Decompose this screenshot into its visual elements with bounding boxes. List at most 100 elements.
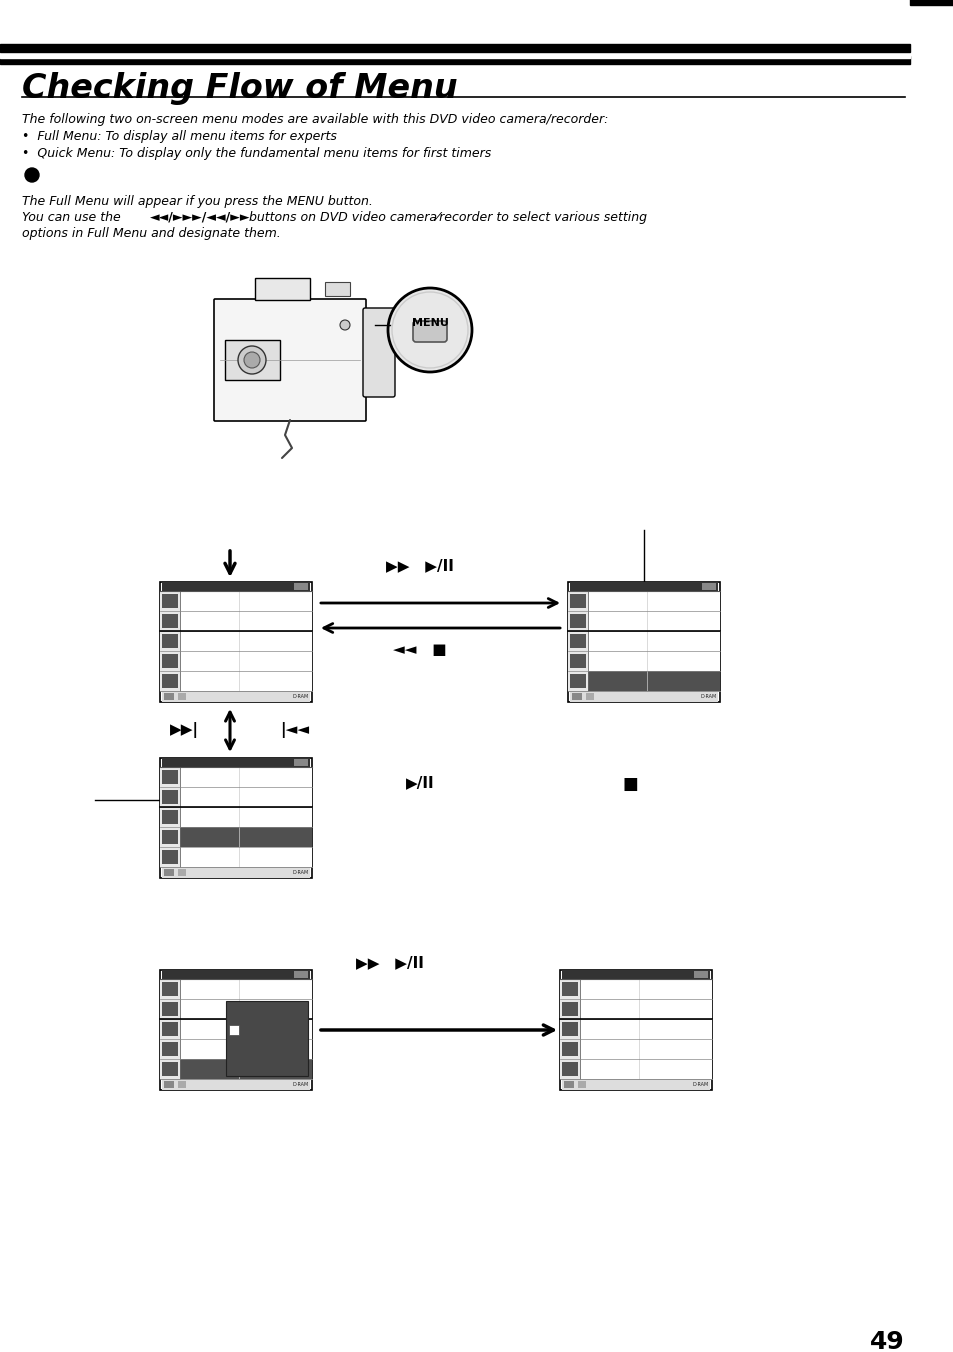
Bar	[567, 671, 587, 691]
Bar	[180, 652, 312, 671]
Bar	[569, 594, 585, 608]
Bar	[180, 999, 312, 1019]
Bar	[579, 979, 711, 999]
Bar	[160, 758, 312, 877]
Bar	[162, 1042, 178, 1056]
Bar	[559, 979, 579, 999]
Bar	[569, 675, 585, 688]
Bar	[180, 787, 312, 807]
Bar	[569, 691, 718, 702]
Bar	[567, 591, 587, 611]
Bar	[162, 758, 310, 767]
Text: ▶▶|: ▶▶|	[171, 722, 199, 738]
Bar	[162, 594, 178, 608]
Bar	[294, 758, 308, 767]
Bar	[561, 1002, 578, 1015]
Bar	[909, 0, 953, 5]
Bar	[160, 767, 180, 787]
Bar	[162, 982, 178, 996]
Bar	[162, 1002, 178, 1015]
Bar	[587, 591, 720, 611]
Bar	[294, 971, 308, 977]
Bar	[162, 830, 178, 844]
Bar	[579, 999, 711, 1019]
Bar	[162, 675, 178, 688]
Text: 49: 49	[869, 1330, 904, 1352]
Text: •  Full Menu: To display all menu items for experts: • Full Menu: To display all menu items f…	[22, 130, 336, 143]
Bar	[162, 1063, 178, 1076]
Bar	[162, 969, 310, 979]
Bar	[572, 694, 581, 700]
Bar	[578, 1082, 585, 1088]
Text: D-RAM: D-RAM	[293, 695, 309, 699]
Bar	[162, 614, 178, 627]
Bar	[693, 971, 707, 977]
Bar	[561, 1042, 578, 1056]
Bar	[160, 1059, 180, 1079]
Bar	[162, 850, 178, 864]
Text: D-RAM: D-RAM	[700, 695, 717, 699]
Bar	[701, 583, 716, 589]
Bar	[569, 654, 585, 668]
Bar	[294, 583, 308, 589]
Bar	[162, 1079, 310, 1090]
Bar	[559, 1059, 579, 1079]
Bar	[587, 611, 720, 631]
Bar	[164, 694, 173, 700]
Text: buttons on DVD video camera⁄recorder to select various setting: buttons on DVD video camera⁄recorder to …	[245, 211, 646, 224]
Bar	[561, 1063, 578, 1076]
Bar	[587, 671, 720, 691]
Bar	[180, 807, 312, 827]
Circle shape	[388, 288, 472, 372]
Bar	[180, 979, 312, 999]
Bar	[0, 45, 909, 51]
Bar	[160, 591, 180, 611]
FancyBboxPatch shape	[213, 299, 366, 420]
Bar	[579, 1019, 711, 1038]
Text: options in Full Menu and designate them.: options in Full Menu and designate them.	[22, 227, 280, 241]
Bar	[160, 611, 180, 631]
Bar	[579, 1038, 711, 1059]
Bar	[164, 1082, 173, 1088]
Bar	[254, 279, 310, 300]
Bar	[162, 634, 178, 648]
Bar	[587, 631, 720, 652]
Bar	[561, 1079, 709, 1090]
Text: ■: ■	[621, 775, 638, 794]
Bar	[160, 1019, 180, 1038]
FancyBboxPatch shape	[413, 320, 447, 342]
Bar	[180, 1019, 312, 1038]
Text: ▶▶   ▶/II: ▶▶ ▶/II	[386, 558, 454, 573]
Bar	[162, 790, 178, 804]
Bar	[561, 1022, 578, 1036]
Bar	[561, 969, 709, 979]
Bar	[162, 581, 310, 591]
Text: D-RAM: D-RAM	[293, 1083, 309, 1087]
Bar	[180, 1038, 312, 1059]
Bar	[160, 1038, 180, 1059]
Bar	[569, 581, 718, 591]
Text: Checking Flow of Menu: Checking Flow of Menu	[22, 72, 457, 105]
Text: ▶▶   ▶/II: ▶▶ ▶/II	[355, 955, 423, 969]
Bar	[563, 1082, 574, 1088]
Bar	[559, 1019, 579, 1038]
Circle shape	[244, 352, 260, 368]
Bar	[559, 1038, 579, 1059]
Bar	[567, 631, 587, 652]
Bar	[180, 846, 312, 867]
Text: D-RAM: D-RAM	[293, 871, 309, 876]
Bar	[160, 827, 180, 846]
Bar	[0, 55, 909, 58]
Bar	[160, 999, 180, 1019]
Text: ◄◄/►►►/◄◄/►►: ◄◄/►►►/◄◄/►►	[150, 211, 251, 224]
Bar	[559, 969, 711, 1090]
Bar	[162, 654, 178, 668]
Text: |◄◄: |◄◄	[280, 722, 309, 738]
Text: ◄◄   ■: ◄◄ ■	[393, 642, 446, 657]
Bar	[162, 867, 310, 877]
Text: You can use the: You can use the	[22, 211, 125, 224]
Bar	[226, 1002, 308, 1076]
Bar	[180, 1059, 312, 1079]
Text: The following two on-screen menu modes are available with this DVD video camera/: The following two on-screen menu modes a…	[22, 114, 608, 126]
Bar	[579, 1059, 711, 1079]
